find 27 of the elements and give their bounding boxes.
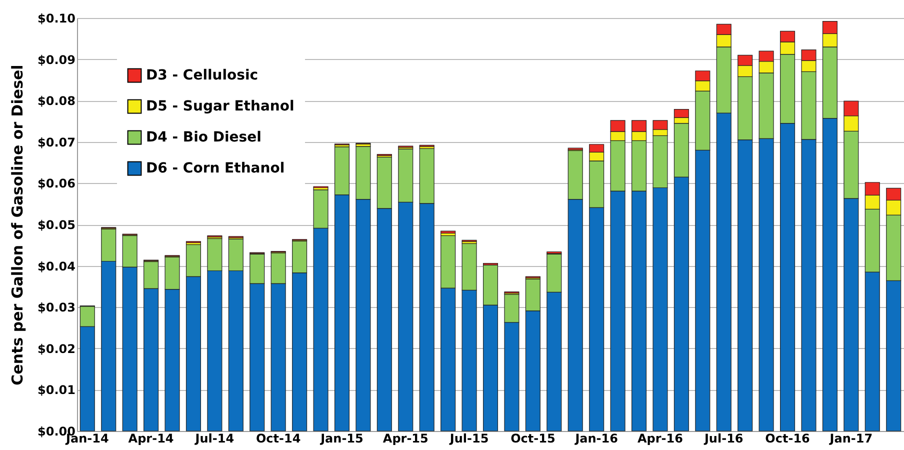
legend-label: D5 - Sugar Ethanol <box>146 98 294 114</box>
x-tick-label: Jan-16 <box>574 432 618 446</box>
x-tick-label: Jul-14 <box>194 432 234 446</box>
y-tick-label: $0.04 <box>38 259 76 274</box>
x-tick-label: Apr-16 <box>637 432 683 446</box>
y-tick-label: $0.09 <box>38 52 76 67</box>
y-tick-label: $0.05 <box>38 218 76 232</box>
legend-label: D4 - Bio Diesel <box>146 130 262 146</box>
y-tick-label: $0.03 <box>38 300 76 315</box>
y-tick-label: $0.07 <box>38 135 76 150</box>
x-tick-label: Jan-17 <box>828 432 873 446</box>
x-tick-label: Jan-15 <box>320 432 364 446</box>
x-tick-label: Oct-16 <box>765 432 810 446</box>
y-tick-label: $0.01 <box>38 383 76 398</box>
x-tick-label: Oct-15 <box>510 432 556 446</box>
x-tick-label: Jul-16 <box>703 432 744 446</box>
x-tick-label: Oct-14 <box>256 432 301 446</box>
y-tick-label: $0.10 <box>38 12 76 26</box>
y-tick-label: $0.02 <box>38 342 76 356</box>
y-tick-label: $0.08 <box>38 94 76 108</box>
y-axis-title: Cents per Gallon of Gasoline or Diesel <box>8 64 27 386</box>
x-tick-label: Jul-15 <box>448 432 489 446</box>
x-tick-label: Apr-15 <box>382 432 428 446</box>
legend-label: D3 - Cellulosic <box>146 68 258 84</box>
y-tick-label: $0.06 <box>38 176 76 191</box>
x-tick-label: Apr-14 <box>128 432 174 446</box>
legend-label: D6 - Corn Ethanol <box>146 160 285 176</box>
